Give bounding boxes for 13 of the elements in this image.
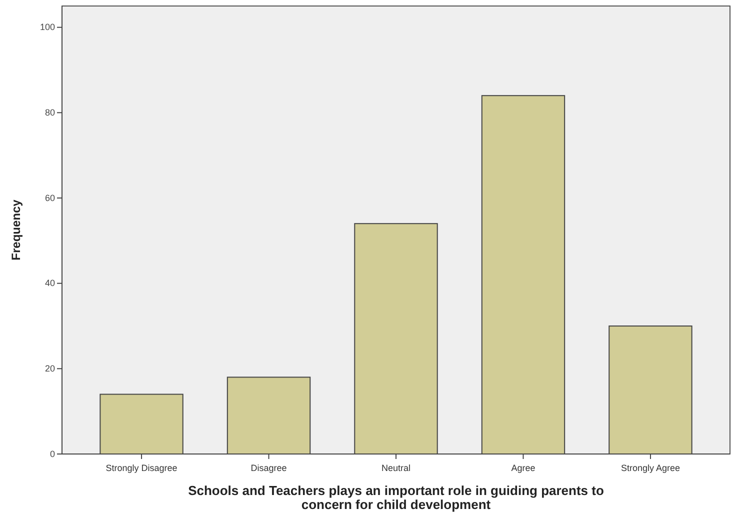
- x-tick-label: Neutral: [381, 463, 411, 473]
- y-tick-label: 60: [44, 192, 55, 203]
- x-axis-title: Schools and Teachers plays an important role in guiding parents to concern for child development: [188, 483, 604, 512]
- y-tick-label: 40: [44, 278, 55, 288]
- x-tick-label: Strongly Disagree: [106, 463, 178, 473]
- x-tick-label: Disagree: [250, 463, 287, 473]
- y-tick-label: 20: [44, 364, 55, 374]
- y-tick-label: 100: [40, 22, 55, 32]
- y-axis-title: Frequency: [9, 199, 23, 260]
- x-tick-label: Strongly Agree: [620, 463, 680, 473]
- y-tick-label: 0: [50, 448, 55, 459]
- y-tick-label: 80: [44, 108, 55, 118]
- x-tick-label: Agree: [511, 463, 536, 473]
